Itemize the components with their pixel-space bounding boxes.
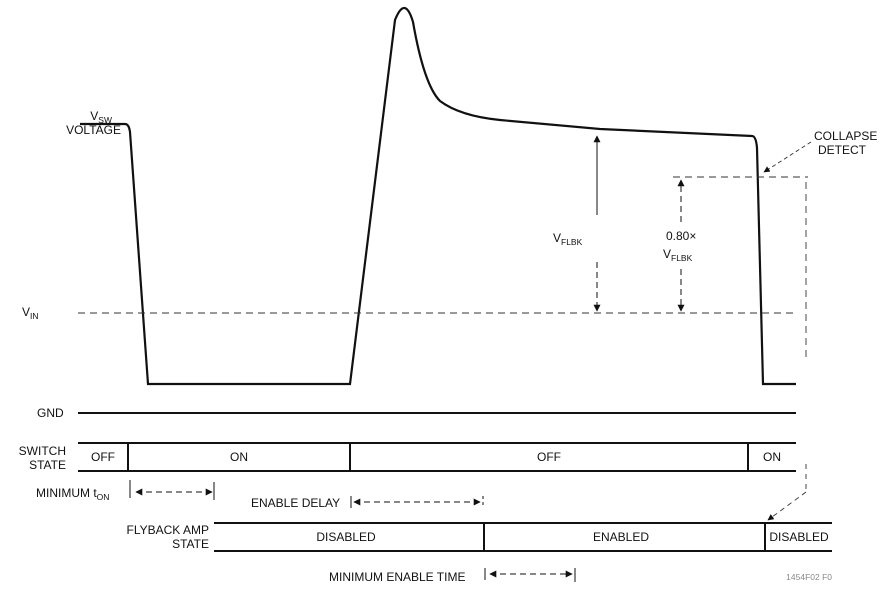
collapse-detect-arrow bbox=[763, 141, 812, 173]
gnd-label: GND bbox=[37, 406, 64, 420]
ratio-label: 0.80× bbox=[666, 229, 696, 243]
vsw-waveform bbox=[80, 6, 796, 386]
amp-state-bus bbox=[214, 522, 832, 552]
switch-label: SWITCH bbox=[19, 444, 66, 458]
collapse-label: COLLAPSE bbox=[814, 129, 877, 143]
detect-label: DETECT bbox=[818, 143, 867, 157]
switch-state-on-1: ON bbox=[230, 450, 248, 464]
collapse-pointer-line bbox=[767, 491, 807, 521]
voltage-label: VOLTAGE bbox=[66, 123, 121, 137]
min-enable-time-label: MINIMUM ENABLE TIME bbox=[329, 570, 465, 584]
min-ton-label: MINIMUM tON bbox=[36, 486, 109, 502]
switch-state-label: STATE bbox=[29, 458, 66, 472]
flyback-state-label: STATE bbox=[172, 537, 209, 551]
switch-state-off-1: OFF bbox=[91, 450, 115, 464]
ratio-vflbk-label: VFLBK bbox=[663, 247, 693, 263]
switch-state-on-2: ON bbox=[763, 450, 781, 464]
amp-state-disabled-2: DISABLED bbox=[769, 530, 829, 544]
enable-delay-label: ENABLE DELAY bbox=[251, 496, 340, 510]
figure-id-label: 1454F02 F0 bbox=[786, 572, 832, 582]
amp-state-disabled-1: DISABLED bbox=[316, 530, 376, 544]
flyback-amp-label: FLYBACK AMP bbox=[127, 523, 209, 537]
vin-label: VIN bbox=[22, 305, 39, 321]
amp-state-enabled: ENABLED bbox=[593, 530, 649, 544]
vflbk-label: VFLBK bbox=[553, 231, 583, 247]
vsw-label: VSW bbox=[90, 109, 112, 125]
switch-state-off-2: OFF bbox=[537, 450, 561, 464]
switch-state-bus bbox=[78, 442, 796, 472]
